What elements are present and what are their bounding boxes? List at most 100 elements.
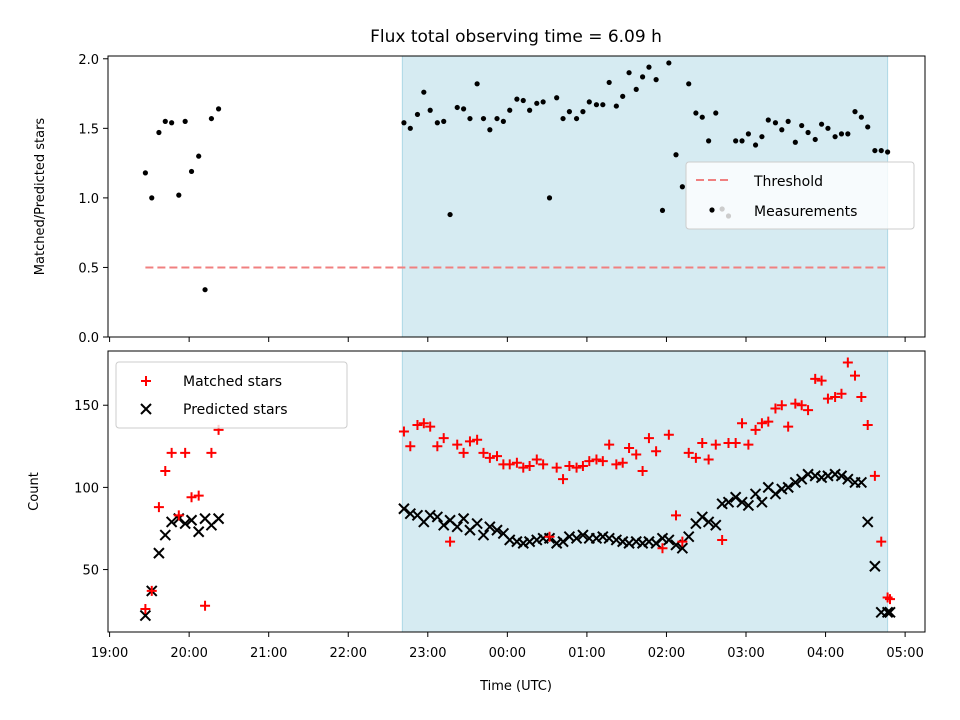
measurement-point: [733, 138, 739, 144]
matched-point: [884, 594, 895, 605]
ratio-panel: 0.00.51.01.52.0 Matched/Predicted stars …: [33, 53, 926, 346]
predicted-point: [663, 534, 675, 546]
matched-point: [677, 536, 688, 547]
predicted-point: [557, 535, 569, 548]
measurement-point: [812, 136, 818, 143]
measurement-point: [480, 115, 487, 122]
matched-point: [617, 457, 628, 468]
observing-window-shade: [401, 350, 889, 633]
y-tick-label: 2.0: [78, 53, 99, 68]
matched-point: [524, 461, 535, 472]
measurement-point: [573, 115, 580, 122]
measurement-point: [474, 81, 480, 87]
predicted-point: [782, 481, 794, 494]
measurement-point: [454, 104, 460, 111]
measurement-point: [653, 77, 659, 83]
measurement-point: [805, 129, 811, 136]
chart-title: Flux total observing time = 6.09 h: [370, 27, 662, 47]
x-tick-label: 05:00: [886, 646, 923, 661]
matched-point: [538, 459, 549, 470]
measurement-point: [693, 110, 699, 116]
x-tick-label: 04:00: [807, 646, 844, 661]
data-marks: [139, 357, 896, 622]
legend-label: Matched stars: [183, 374, 282, 390]
measurement-point: [739, 138, 745, 144]
matched-point: [200, 600, 211, 611]
predicted-point: [789, 476, 802, 489]
predicted-point: [159, 529, 171, 541]
matched-point: [531, 454, 542, 465]
x-tick-label: 22:00: [330, 646, 367, 661]
matched-point: [816, 375, 827, 386]
predicted-point: [842, 473, 854, 485]
matched-point: [398, 426, 409, 437]
measurement-point: [845, 131, 851, 137]
measurement-point: [546, 195, 553, 201]
x-tick-label: 02:00: [648, 646, 685, 661]
matched-point: [822, 393, 833, 404]
matched-point: [803, 405, 814, 416]
matched-point: [643, 433, 654, 444]
predicted-point: [881, 606, 894, 618]
measurement-point: [401, 120, 407, 126]
matched-point: [438, 433, 449, 444]
matched-point: [153, 502, 164, 513]
measurement-point: [202, 287, 208, 293]
axes-frame: [107, 55, 926, 338]
measurement-point: [142, 170, 148, 176]
matched-point: [730, 438, 741, 449]
measurement-point: [659, 207, 666, 214]
measurement-point: [149, 195, 155, 201]
legend-matched-swatch: [141, 376, 151, 386]
x-tick-label: 20:00: [170, 646, 207, 661]
predicted-point: [835, 470, 848, 482]
y-tick-label: 0.0: [78, 331, 99, 346]
matched-point: [657, 543, 668, 554]
predicted-point: [431, 511, 444, 523]
measurement-point: [460, 106, 467, 112]
measurement-point: [527, 107, 533, 113]
matched-point: [484, 452, 495, 463]
matched-point: [737, 418, 748, 429]
measurement-point: [487, 127, 493, 133]
matched-point: [146, 585, 157, 596]
matched-point: [405, 441, 416, 452]
measurement-point: [494, 115, 500, 122]
matched-point: [624, 442, 635, 453]
measurement-point: [699, 114, 705, 120]
measurement-point: [606, 79, 612, 86]
matched-point: [140, 603, 151, 614]
measurement-point: [745, 131, 751, 137]
predicted-point: [650, 537, 662, 549]
y-axis-label: Matched/Predicted stars: [33, 118, 48, 276]
y-tick-label: 0.5: [78, 261, 99, 276]
measurement-point: [500, 118, 506, 124]
measurement-point: [639, 74, 646, 80]
count-panel: 50 100 150 19:00 20:00 21:00 22:00 23:00 00:00 0…: [27, 350, 926, 661]
measurement-point: [427, 107, 433, 113]
predicted-point: [212, 512, 225, 525]
measurement-point: [772, 120, 779, 126]
predicted-point: [729, 491, 742, 503]
measurement-point: [407, 125, 413, 131]
measurement-point: [593, 102, 600, 108]
x-tick-label: 21:00: [250, 646, 287, 661]
x-tick-label: 00:00: [489, 646, 526, 661]
measurement-point: [673, 152, 679, 158]
predicted-point: [862, 516, 874, 528]
matched-point: [432, 441, 443, 452]
x-axis-ticks: [109, 337, 906, 342]
measurement-point: [586, 99, 592, 105]
predicted-point: [855, 476, 868, 489]
y-axis-ticks: 50 100 150: [74, 399, 108, 579]
legend-label: Measurements: [754, 204, 857, 220]
matched-point: [604, 439, 615, 450]
measurement-point: [560, 115, 566, 122]
matched-point: [584, 456, 595, 467]
matched-point: [763, 416, 774, 427]
predicted-point: [769, 488, 782, 500]
measurement-point: [188, 168, 195, 175]
measurement-point: [414, 111, 421, 118]
measurement-point: [540, 99, 546, 105]
